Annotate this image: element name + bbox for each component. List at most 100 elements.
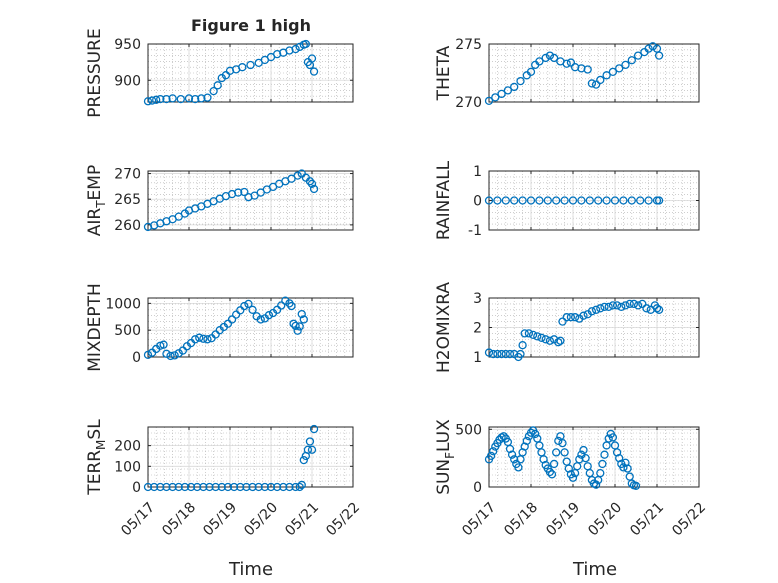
data-point — [291, 44, 300, 54]
y-tick-label: 2 — [473, 321, 482, 337]
data-point — [203, 335, 212, 344]
data-point — [524, 329, 534, 338]
data-point — [552, 448, 561, 457]
y-axis-label: TERRMSL — [85, 419, 108, 496]
x-tick-label: 05/20 — [241, 499, 281, 539]
data-point — [168, 94, 177, 103]
data-point — [180, 482, 190, 492]
data-point — [227, 315, 237, 324]
data-point — [264, 311, 274, 320]
data-point — [293, 326, 302, 335]
y-axis-label-suffix: EMP — [85, 165, 105, 201]
data-point — [493, 349, 502, 359]
y-tick-label: 0 — [473, 194, 482, 210]
data-point — [554, 436, 563, 445]
data-point — [256, 315, 265, 324]
data-point — [203, 93, 212, 102]
y-axis-label: THETA — [434, 45, 454, 101]
data-point — [217, 482, 226, 492]
y-tick-label: 260 — [114, 218, 141, 234]
data-point — [604, 434, 613, 443]
y-axis-label: MIXDEPTH — [85, 283, 105, 372]
data-point — [190, 335, 200, 344]
data-point — [566, 58, 576, 67]
data-point — [149, 482, 159, 492]
data-point — [568, 196, 578, 205]
data-point — [581, 454, 590, 463]
data-point — [197, 94, 206, 103]
data-point — [612, 301, 622, 310]
data-point — [499, 432, 508, 441]
data-point — [147, 96, 157, 105]
data-point — [654, 51, 664, 60]
x-tick-label: 05/19 — [200, 499, 240, 539]
data-point — [631, 481, 641, 490]
y-tick-label: 270 — [114, 167, 141, 183]
data-point — [596, 304, 605, 313]
data-point — [579, 445, 588, 455]
data-point — [297, 480, 306, 490]
data-point — [248, 305, 257, 314]
data-point — [518, 341, 527, 350]
data-point — [625, 299, 634, 309]
y-axis-label: RAINFALL — [434, 160, 454, 240]
series-points — [143, 296, 308, 361]
data-point — [585, 196, 594, 205]
data-point — [143, 350, 153, 360]
data-point — [621, 60, 630, 70]
data-point — [176, 94, 185, 104]
data-point — [619, 196, 628, 205]
data-point — [213, 81, 222, 90]
x-tick-label: 05/21 — [627, 499, 667, 539]
x-tick-label: 05/17 — [118, 499, 158, 539]
data-point — [199, 334, 208, 343]
data-point — [547, 470, 557, 479]
data-point — [633, 301, 643, 310]
data-point — [510, 455, 519, 464]
data-point — [489, 349, 498, 359]
data-point — [577, 196, 586, 205]
data-point — [558, 439, 567, 448]
data-point — [186, 482, 196, 492]
data-point — [552, 196, 561, 205]
data-point — [223, 482, 233, 492]
data-point — [602, 196, 611, 205]
data-point — [648, 42, 657, 51]
data-point — [556, 336, 565, 345]
data-point — [166, 351, 175, 361]
series-points — [484, 426, 641, 490]
data-point — [566, 313, 576, 322]
data-point — [570, 313, 580, 322]
data-point — [285, 482, 294, 492]
data-point — [178, 346, 188, 355]
data-point — [568, 473, 578, 482]
data-point — [587, 307, 597, 316]
data-point — [272, 305, 282, 314]
data-point — [170, 351, 179, 360]
data-point — [211, 482, 220, 492]
data-point — [627, 479, 636, 488]
data-point — [229, 482, 239, 492]
data-point — [501, 196, 510, 205]
data-point — [254, 482, 263, 492]
x-tick-label: 05/19 — [543, 499, 583, 539]
data-point — [156, 94, 165, 104]
data-point — [497, 349, 506, 359]
data-point — [489, 447, 498, 456]
data-point — [629, 299, 639, 309]
data-point — [600, 302, 609, 312]
y-tick-label: 0 — [473, 480, 482, 496]
series-points — [484, 42, 664, 105]
data-point — [619, 463, 628, 472]
y-axis-label-main: AIR — [85, 208, 105, 237]
subplot-pressure: 900 950 PRESSURE — [85, 28, 354, 118]
data-point — [168, 482, 177, 492]
data-point — [236, 482, 245, 492]
data-point — [549, 53, 559, 63]
data-point — [260, 482, 270, 492]
data-point — [493, 196, 502, 205]
data-point — [162, 482, 171, 492]
data-point — [627, 56, 636, 65]
y-tick-label: 500 — [455, 422, 482, 438]
